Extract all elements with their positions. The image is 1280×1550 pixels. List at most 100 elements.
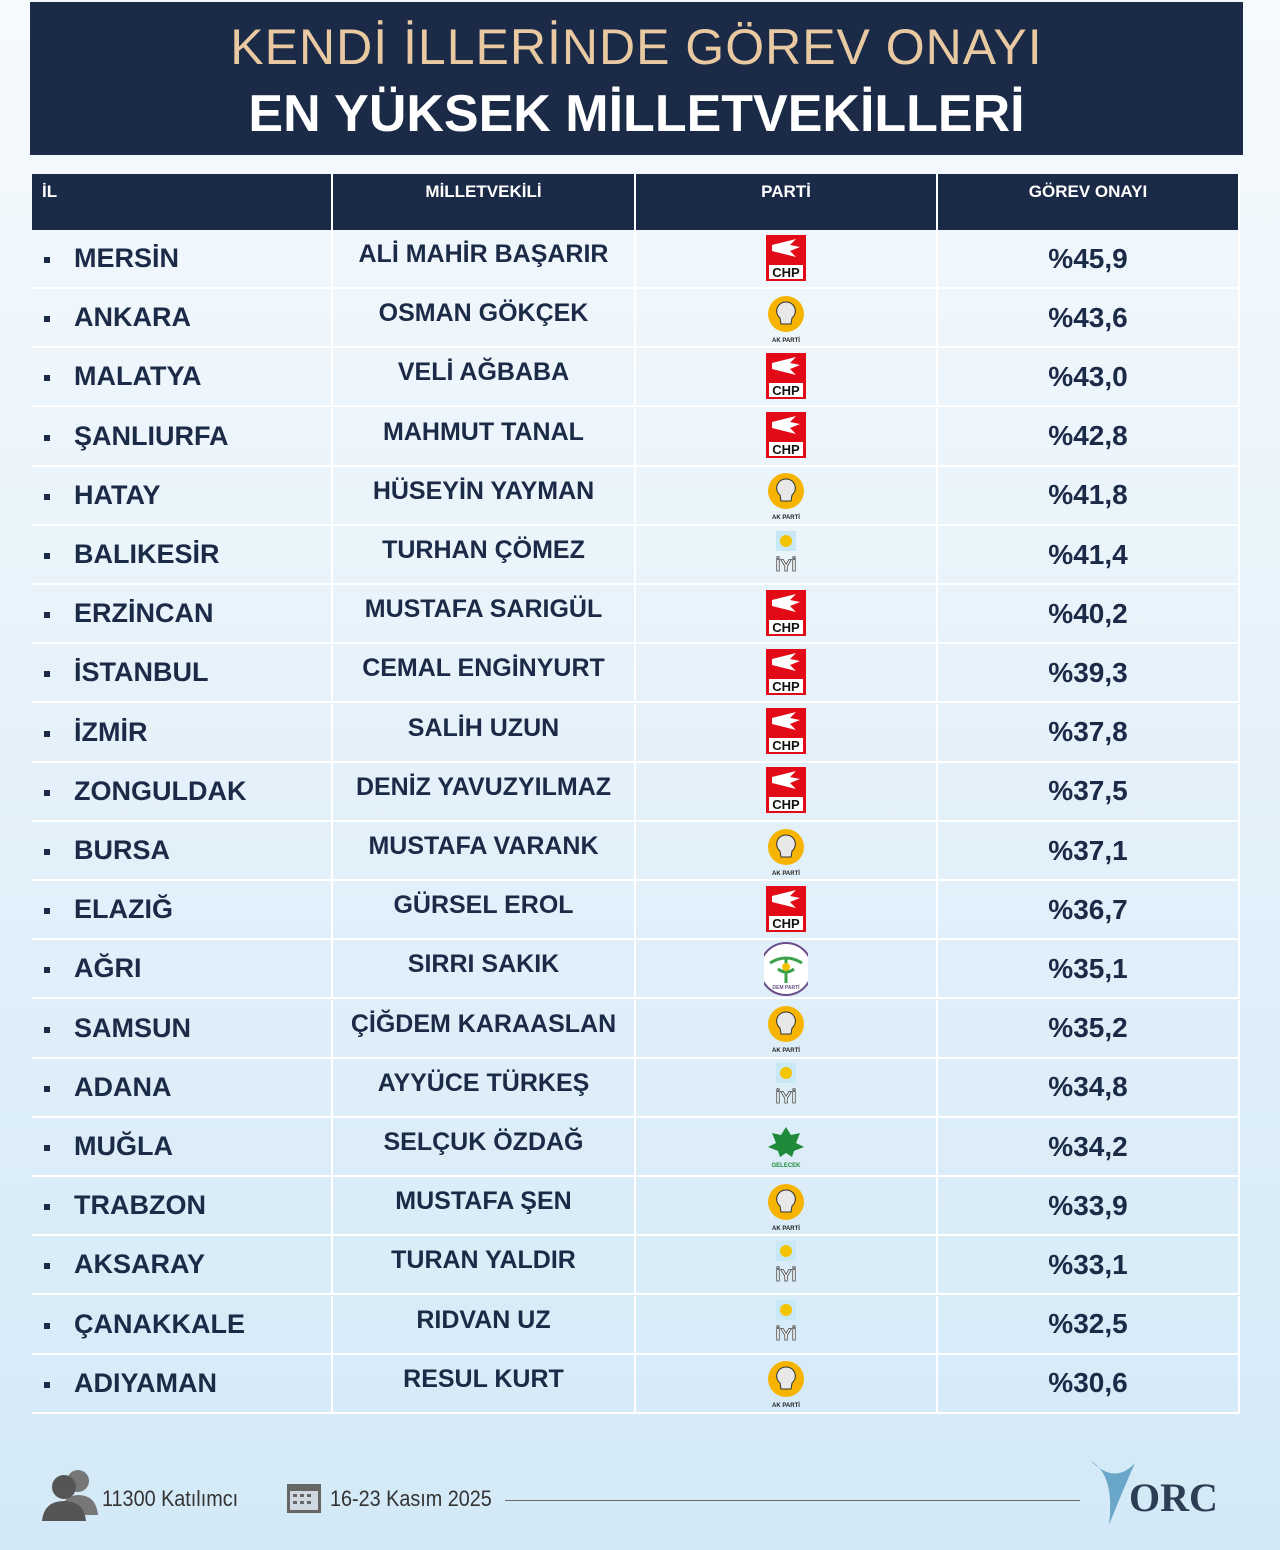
column-header: GÖREV ONAYI [938,174,1240,230]
party: CHP [636,644,938,704]
column-header: İL [32,174,333,230]
approval: %41,4 [938,526,1240,585]
logo-band [769,442,803,457]
province: AKSARAY [32,1236,333,1296]
party-label: CHP [772,738,800,753]
province: ANKARA [32,289,333,349]
party-logo: CHP [766,885,806,932]
party-label: GELECEK [771,1163,801,1169]
party-label: AK PARTİ [772,1225,800,1232]
party: CHP [636,348,938,408]
approval: %42,8 [938,407,1240,467]
party-logo: AK PARTİ [768,473,804,521]
party-label: İYİ [776,1325,797,1344]
dates: 16-23 Kasım 2025 [330,1486,492,1511]
deputy: OSMAN GÖKÇEK [333,289,636,349]
party: DEM PARTİ [636,940,938,1000]
party: AK PARTİ [636,999,938,1059]
approval: %37,1 [938,822,1240,881]
logo-leaf [768,1126,804,1157]
province: MERSİN [32,230,333,289]
party: İYİ [636,1058,938,1118]
logo-band [769,619,803,634]
province: MUĞLA [32,1118,333,1177]
approval: %34,2 [938,1118,1240,1177]
party-logo: GELECEK [768,1126,804,1169]
party-label: İYİ [776,556,797,575]
logo-sun [780,1067,792,1080]
deputy: RIDVAN UZ [333,1295,636,1355]
logo-bulb [776,478,796,502]
province: AĞRI [32,940,333,1000]
party: AK PARTİ [636,289,938,349]
party-logo: CHP [766,352,806,399]
party-logo: AK PARTİ [768,1006,804,1054]
party-logo: AK PARTİ [768,828,804,877]
party-label: CHP [772,265,800,280]
party-label: AK PARTİ [772,1047,800,1054]
province: ŞANLIURFA [32,407,333,467]
party-label: AK PARTİ [772,514,800,521]
province: HATAY [32,466,333,526]
party: AK PARTİ [636,1177,938,1237]
logo-bulb [776,1189,796,1213]
logo-arrows [772,652,800,671]
logo-band [769,264,803,279]
deputy: RESUL KURT [333,1354,636,1414]
logo-sun [780,1304,792,1317]
logo-sun [780,1244,792,1257]
province: ÇANAKKALE [32,1295,333,1355]
logo-bulb [776,301,796,325]
approval: %33,9 [938,1177,1240,1237]
logo-sun [780,534,792,547]
party-logo: DEM PARTİ [764,941,808,996]
party-label: AK PARTİ [772,337,800,344]
party: CHP [636,407,938,467]
party: İYİ [636,1236,938,1296]
approval: %33,1 [938,1236,1240,1296]
party: AK PARTİ [636,822,938,881]
logo-arrows [772,416,800,435]
approval: %37,8 [938,703,1240,763]
province: ERZİNCAN [32,585,333,645]
province: ADIYAMAN [32,1354,333,1414]
column-header: MİLLETVEKİLİ [333,174,636,230]
party: CHP [636,881,938,941]
deputy: SIRRI SAKIK [333,940,636,1000]
party-logo: AK PARTİ [768,1361,804,1409]
party-label: CHP [772,442,800,457]
party-label: CHP [772,797,800,812]
approval: %39,3 [938,644,1240,704]
deputy: MUSTAFA SARIGÜL [333,585,636,645]
deputy: TURAN YALDIR [333,1236,636,1296]
party-logo: İYİ [775,1300,797,1344]
party-label: CHP [772,679,800,694]
logo-arrows [772,238,800,257]
logo-band [769,382,803,397]
deputy: DENİZ YAVUZYILMAZ [333,762,636,822]
logo-bulb [776,1011,796,1035]
logo-arrows [772,889,800,908]
logo-arrows [772,593,800,612]
approval: %36,7 [938,881,1240,941]
party-logo: CHP [766,589,806,636]
deputy: AYYÜCE TÜRKEŞ [333,1058,636,1118]
party-label: DEM PARTİ [772,984,800,991]
province: BALIKESİR [32,526,333,585]
province: BURSA [32,822,333,881]
approval: %41,8 [938,466,1240,526]
party-label: CHP [772,916,800,931]
party-label: CHP [772,383,800,398]
deputy: CEMAL ENGİNYURT [333,644,636,704]
logo-arrows [772,771,800,790]
approval: %45,9 [938,230,1240,289]
province: İSTANBUL [32,644,333,704]
deputy: SALİH UZUN [333,703,636,763]
party: GELECEK [636,1118,938,1177]
approval: %34,8 [938,1058,1240,1118]
logo-band [769,797,803,812]
party-logo: AK PARTİ [768,295,804,344]
people-icon [42,1470,98,1521]
